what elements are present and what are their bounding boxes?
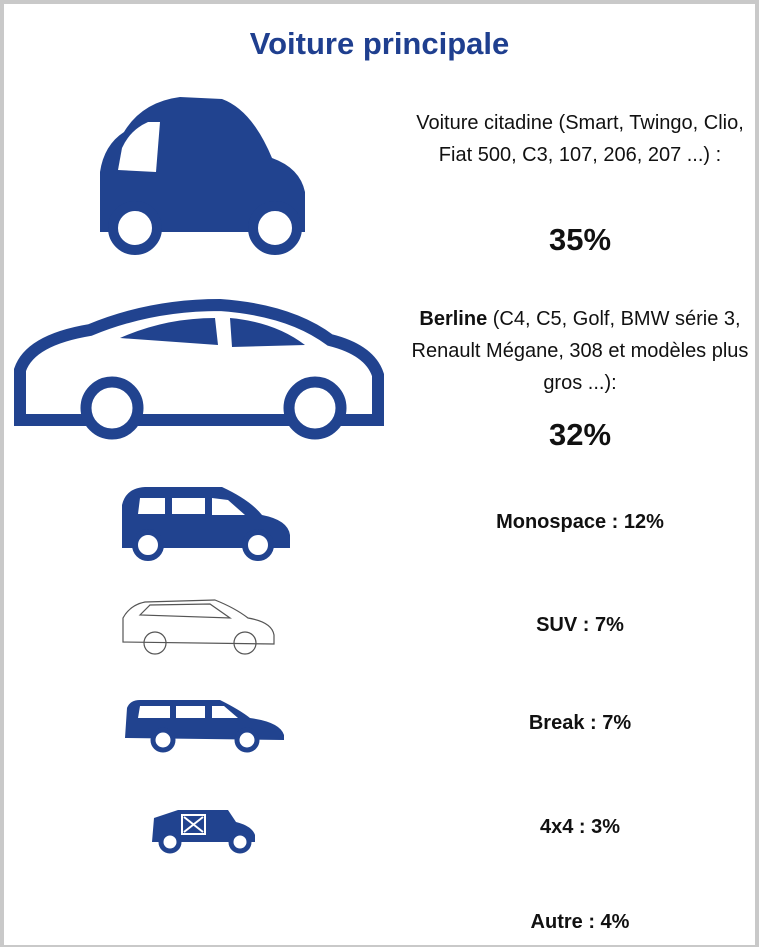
- item-label: (C4, C5, Golf, BMW série 3, Renault Méga…: [411, 308, 749, 394]
- suv-icon: [122, 599, 275, 655]
- item-label: Voiture citadine (Smart, Twingo, Clio, F…: [416, 112, 744, 166]
- minivan-icon: [122, 487, 290, 561]
- item-name: Berline: [419, 308, 488, 330]
- item-value: 35%: [548, 222, 612, 257]
- item-value: 32%: [548, 417, 612, 452]
- city-car-icon: [100, 97, 305, 255]
- item-label: Berline (C4, C5, Golf, BMW série 3, Rena…: [400, 303, 759, 399]
- item-label: SUV : 7%: [536, 614, 624, 636]
- 4x4-icon: [152, 810, 255, 854]
- item-label: 4x4 : 3%: [539, 816, 621, 838]
- estate-icon: [125, 700, 284, 753]
- title: Voiture principale: [249, 26, 510, 61]
- item-label: Autre : 4%: [530, 911, 630, 933]
- item-label: Monospace : 12%: [496, 511, 664, 533]
- item-label: Break : 7%: [528, 712, 632, 734]
- sedan-icon: [14, 298, 384, 440]
